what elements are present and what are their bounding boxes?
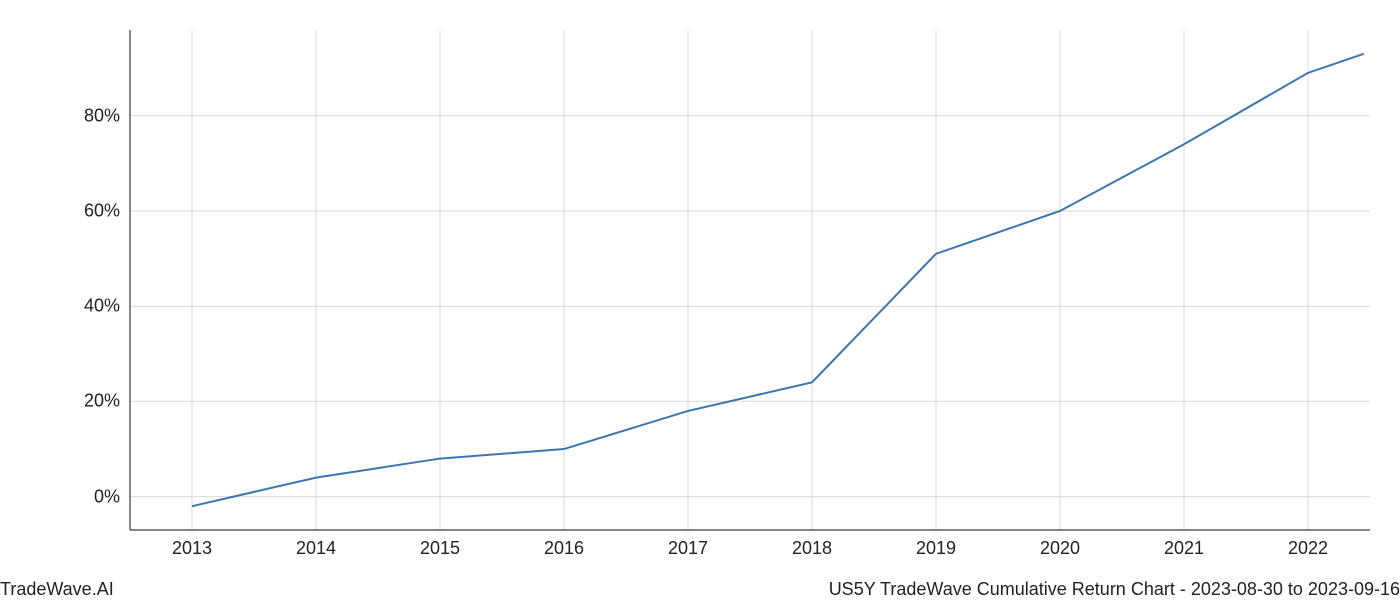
footer-left-label: TradeWave.AI	[0, 579, 114, 600]
x-tick-label: 2021	[1164, 538, 1204, 559]
footer-right-label: US5Y TradeWave Cumulative Return Chart -…	[829, 579, 1400, 600]
y-tick-label: 80%	[72, 105, 120, 126]
x-tick-label: 2020	[1040, 538, 1080, 559]
chart-container: TradeWave.AI US5Y TradeWave Cumulative R…	[0, 0, 1400, 600]
x-tick-label: 2016	[544, 538, 584, 559]
x-tick-label: 2015	[420, 538, 460, 559]
y-tick-label: 40%	[72, 296, 120, 317]
x-tick-label: 2017	[668, 538, 708, 559]
x-tick-label: 2019	[916, 538, 956, 559]
x-tick-label: 2018	[792, 538, 832, 559]
x-tick-label: 2014	[296, 538, 336, 559]
x-tick-label: 2013	[172, 538, 212, 559]
y-tick-label: 60%	[72, 200, 120, 221]
plot-svg	[0, 0, 1400, 600]
y-tick-label: 0%	[72, 486, 120, 507]
x-tick-label: 2022	[1288, 538, 1328, 559]
y-tick-label: 20%	[72, 391, 120, 412]
line-series	[192, 54, 1364, 506]
